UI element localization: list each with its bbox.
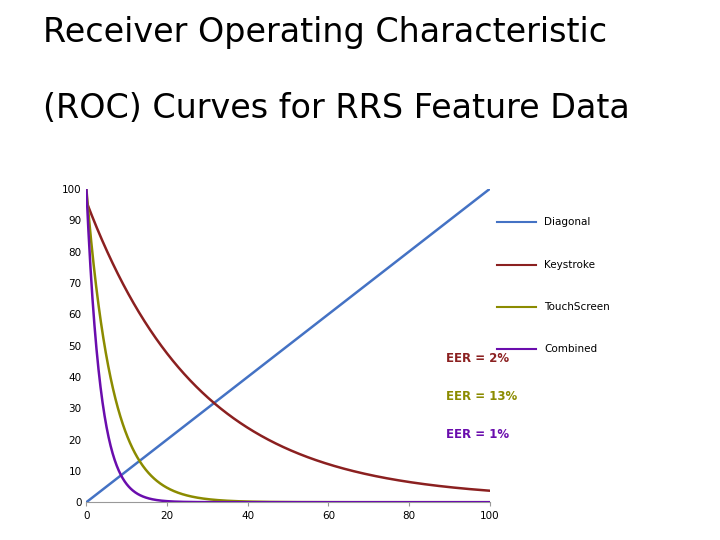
- Text: EER = 13%: EER = 13%: [446, 390, 518, 403]
- Text: Diagonal: Diagonal: [544, 218, 590, 227]
- Text: EER = 2%: EER = 2%: [446, 352, 510, 365]
- Text: Keystroke: Keystroke: [544, 260, 595, 270]
- Text: (ROC) Curves for RRS Feature Data: (ROC) Curves for RRS Feature Data: [43, 92, 630, 125]
- Text: Receiver Operating Characteristic: Receiver Operating Characteristic: [43, 16, 608, 49]
- Text: EER = 1%: EER = 1%: [446, 428, 510, 441]
- Text: Combined: Combined: [544, 345, 598, 354]
- Text: TouchScreen: TouchScreen: [544, 302, 610, 312]
